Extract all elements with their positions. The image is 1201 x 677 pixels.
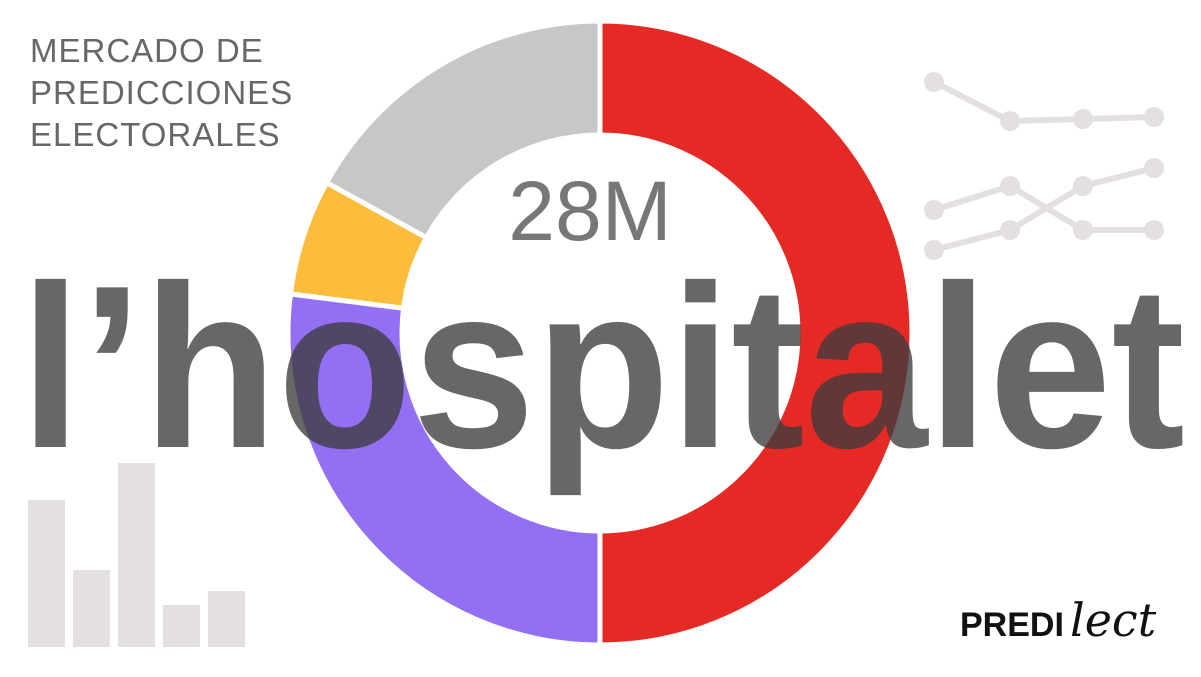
donut bbox=[285, 18, 915, 648]
center-label: 28M bbox=[508, 164, 671, 258]
title: l’hospitalet bbox=[20, 238, 1185, 497]
logo-script: lect bbox=[1070, 593, 1157, 647]
donut-segment bbox=[323, 18, 603, 242]
subtitle-line: MERCADO DE bbox=[30, 32, 264, 69]
subtitle-line: PREDICCIONES bbox=[30, 74, 293, 111]
subtitle: MERCADO DE PREDICCIONES ELECTORALES bbox=[30, 32, 293, 153]
donut-segment bbox=[597, 18, 915, 648]
decoration bbox=[28, 72, 1164, 647]
logo-bold: PREDI bbox=[960, 606, 1064, 644]
donut-segment bbox=[285, 291, 603, 648]
subtitle-line: ELECTORALES bbox=[30, 116, 281, 153]
